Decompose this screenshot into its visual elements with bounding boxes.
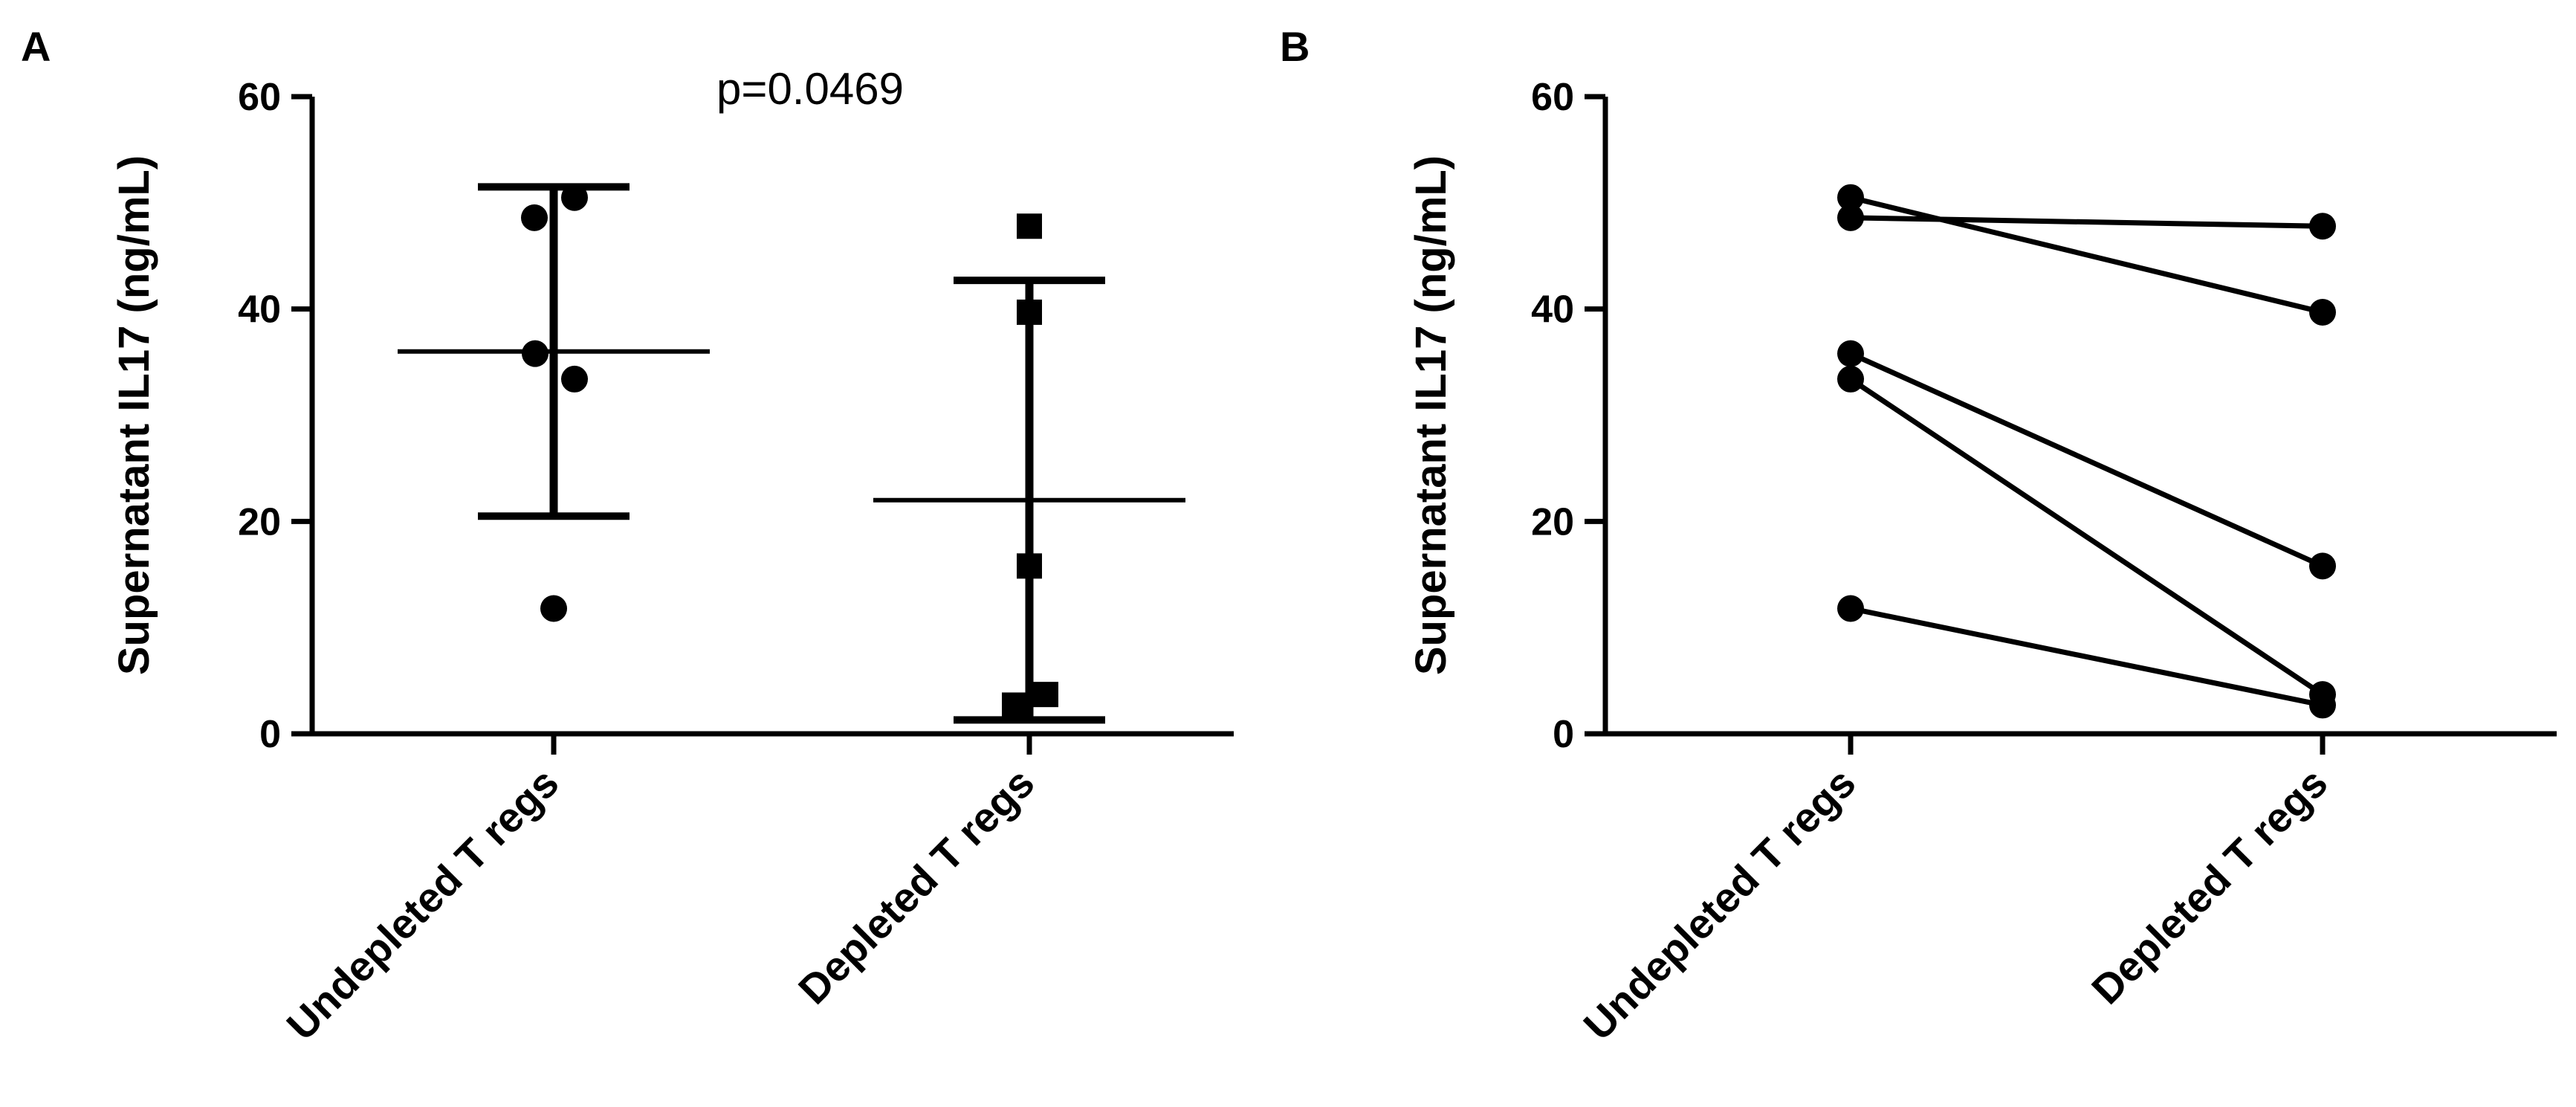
pair-line — [1850, 215, 2323, 229]
data-point — [1837, 365, 1864, 393]
pair-line — [1849, 377, 2324, 697]
panel-label: A — [21, 23, 51, 70]
y-tick-label: 40 — [238, 288, 281, 332]
y-tick-label: 40 — [1531, 288, 1574, 332]
y-axis-title: Supernatant IL17 (ng/mL) — [110, 155, 158, 675]
pair-line — [1849, 351, 2324, 569]
y-tick-label: 20 — [1531, 500, 1574, 543]
data-point — [2309, 552, 2336, 580]
data-point — [1837, 595, 1864, 622]
x-category-label: Undepleted T regs — [1574, 759, 1864, 1049]
data-point — [540, 595, 567, 622]
data-point — [1017, 553, 1042, 579]
data-point — [522, 340, 548, 367]
data-point — [561, 184, 588, 211]
data-point — [2309, 691, 2336, 719]
x-category-label: Undepleted T regs — [277, 759, 567, 1049]
data-point — [561, 365, 588, 393]
x-category-label: Depleted T regs — [2083, 759, 2337, 1013]
x-category-label: Depleted T regs — [789, 759, 1043, 1013]
data-point — [1033, 682, 1058, 708]
data-point — [1017, 213, 1042, 239]
pair-line — [1850, 195, 2323, 315]
panel-b: B 0 20 40 60 Undepleted T regs Depleted T regs… — [1280, 23, 2557, 1049]
panel-label: B — [1280, 23, 1310, 70]
y-tick-label: 0 — [259, 713, 281, 756]
pair-line — [1850, 606, 2323, 708]
data-point — [2309, 213, 2336, 240]
y-tick-label: 0 — [1553, 713, 1574, 756]
data-point — [521, 204, 548, 231]
p-value-annotation: p=0.0469 — [716, 64, 904, 114]
y-axis-title: Supernatant IL17 (ng/mL) — [1407, 155, 1455, 675]
data-point — [2309, 298, 2336, 326]
data-point — [1837, 204, 1864, 231]
data-point — [1837, 340, 1864, 367]
y-tick-label: 60 — [1531, 76, 1574, 119]
data-point — [1002, 692, 1027, 718]
data-point — [1837, 184, 1864, 211]
y-tick-label: 20 — [238, 500, 281, 543]
y-tick-label: 60 — [238, 76, 281, 119]
data-point — [1017, 299, 1042, 325]
panel-a: A 0 20 40 60 Undepleted T regs Depleted T regs… — [21, 23, 1234, 1049]
